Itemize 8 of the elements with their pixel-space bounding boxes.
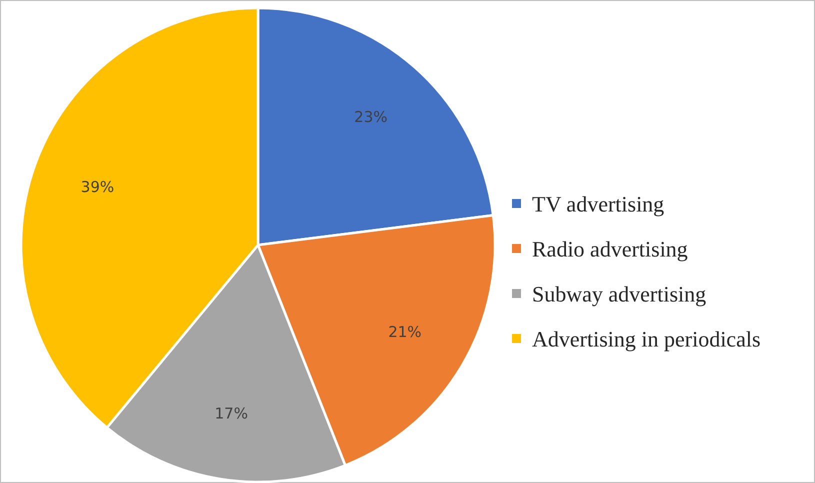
data-label: 23% bbox=[354, 108, 388, 126]
data-label: 21% bbox=[388, 322, 422, 341]
legend-label: Subway advertising bbox=[532, 282, 706, 306]
legend-label: Radio advertising bbox=[532, 236, 688, 262]
data-label: 17% bbox=[214, 404, 248, 423]
legend-label: TV advertising bbox=[532, 192, 664, 216]
legend-label: Advertising in periodicals bbox=[532, 326, 761, 352]
data-label: 39% bbox=[80, 178, 114, 196]
